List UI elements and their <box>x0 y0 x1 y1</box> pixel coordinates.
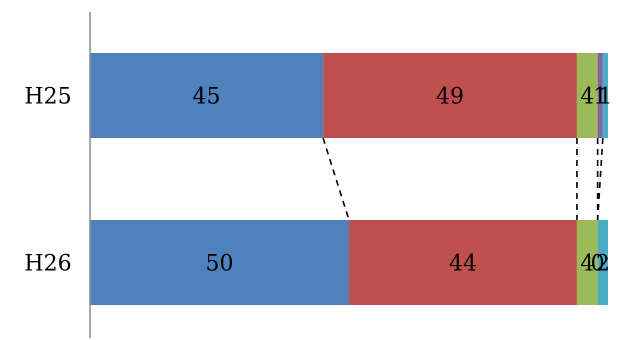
bar-segment-h25-s1 <box>90 53 324 138</box>
data-label-h26-s4: 0 <box>591 252 605 277</box>
bar-segment-h26-s5 <box>597 220 608 305</box>
bar-segment-h25-s3 <box>576 53 598 138</box>
data-label-h26-s5: 2 <box>596 252 610 277</box>
data-label-h25-s1: 45 <box>193 85 221 110</box>
bar-segment-h25-s2 <box>323 53 577 138</box>
data-label-h26-s1: 50 <box>206 252 234 277</box>
data-label-h26-s3: 4 <box>580 252 594 277</box>
data-label-h25-s5: 1 <box>598 85 612 110</box>
data-label-h25-s2: 49 <box>436 85 464 110</box>
bar-segments <box>90 53 608 305</box>
category-label-h26: H26 <box>24 252 71 277</box>
connector-line-s1 <box>322 137 350 221</box>
data-label-h25-s4: 1 <box>593 85 607 110</box>
data-label-h26-s2: 44 <box>449 252 477 277</box>
data-label-h25-s3: 4 <box>580 85 594 110</box>
series-connector-lines <box>322 137 604 221</box>
connector-line-s4 <box>596 137 604 221</box>
bar-segment-h25-s4 <box>597 53 603 138</box>
bar-segment-h26-s1 <box>90 220 349 305</box>
bar-segment-h26-s3 <box>576 220 598 305</box>
bar-segment-h25-s5 <box>602 53 608 138</box>
bar-segment-h26-s2 <box>349 220 577 305</box>
category-label-h25: H25 <box>24 85 71 110</box>
category-labels: H25 H26 <box>24 85 71 277</box>
